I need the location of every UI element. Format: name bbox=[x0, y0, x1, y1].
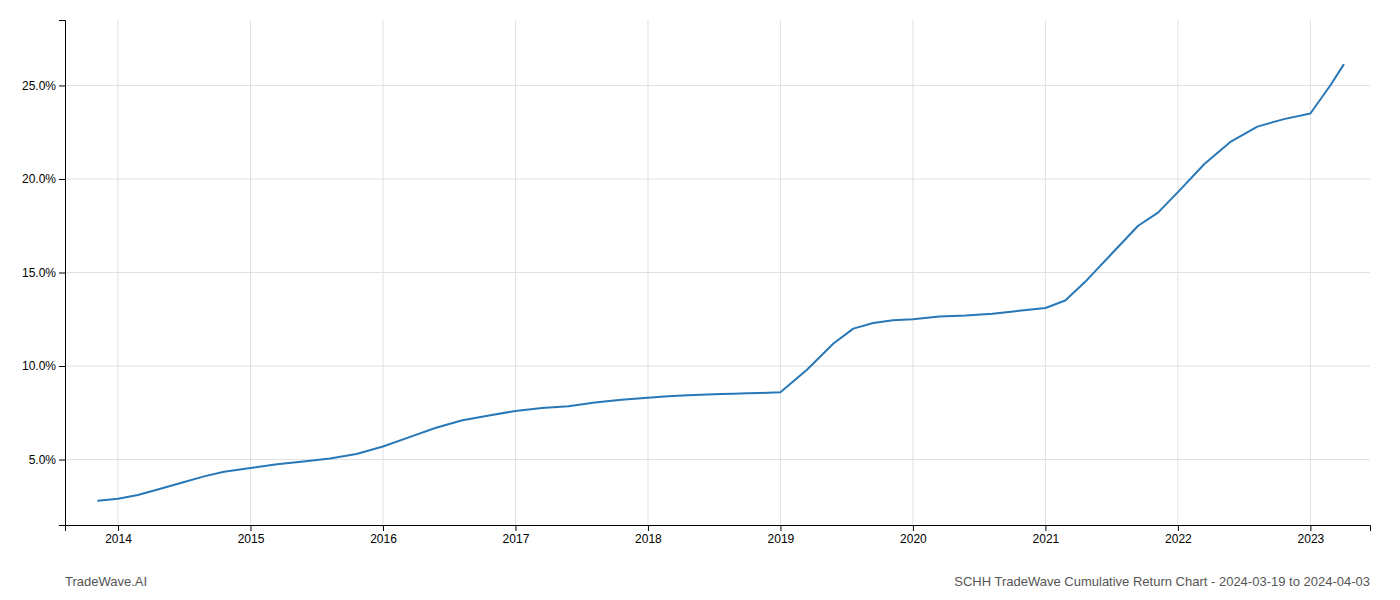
tick-mark bbox=[1178, 525, 1179, 531]
tick-label: 2021 bbox=[1033, 532, 1060, 546]
tick-label: 5.0% bbox=[29, 453, 57, 467]
tick-mark bbox=[59, 179, 65, 180]
axis-line bbox=[59, 21, 66, 526]
grid-line bbox=[65, 459, 1370, 460]
tick-label: 2022 bbox=[1165, 532, 1192, 546]
tick-mark bbox=[383, 525, 384, 531]
tick-label: 15.0% bbox=[22, 266, 56, 280]
tick-mark bbox=[648, 525, 649, 531]
tick-mark bbox=[780, 525, 781, 531]
tick: 2015 bbox=[238, 525, 265, 546]
tick: 2019 bbox=[768, 525, 795, 546]
tick-label: 2018 bbox=[635, 532, 662, 546]
tick: 5.0% bbox=[29, 453, 65, 467]
tick: 2020 bbox=[900, 525, 927, 546]
tick-mark bbox=[59, 366, 65, 367]
tick-label: 2014 bbox=[105, 532, 132, 546]
tick: 2023 bbox=[1298, 525, 1325, 546]
tick-mark bbox=[913, 525, 914, 531]
tick: 2018 bbox=[635, 525, 662, 546]
grid-line bbox=[65, 85, 1370, 86]
tick: 20.0% bbox=[22, 172, 65, 186]
watermark: TradeWave.AI bbox=[65, 574, 147, 589]
plot-area: 2014 2015 2016 2017 2018 2019 2020 2021 2022 2023… bbox=[22, 20, 1371, 546]
y-axis: 5.0% 10.0% 15.0% 20.0% 25.0% bbox=[22, 21, 66, 526]
tick-label: 2016 bbox=[370, 532, 397, 546]
tick-label: 20.0% bbox=[22, 172, 56, 186]
marks bbox=[98, 65, 1343, 501]
tick: 2022 bbox=[1165, 525, 1192, 546]
tick: 2021 bbox=[1033, 525, 1060, 546]
tick-mark bbox=[118, 525, 119, 531]
title: SCHH TradeWave Cumulative Return Chart -… bbox=[954, 574, 1370, 589]
grid bbox=[65, 20, 1370, 525]
chart: 2014 2015 2016 2017 2018 2019 2020 2021 2022 2023… bbox=[0, 0, 1400, 600]
tick-label: 2019 bbox=[768, 532, 795, 546]
tick: 2017 bbox=[503, 525, 530, 546]
grid-line bbox=[65, 366, 1370, 367]
tick-label: 10.0% bbox=[22, 359, 56, 373]
tick-mark bbox=[1310, 525, 1311, 531]
tick-mark bbox=[59, 85, 65, 86]
tick: 2016 bbox=[370, 525, 397, 546]
tick-mark bbox=[59, 273, 65, 274]
tick: 15.0% bbox=[22, 266, 65, 280]
tick-mark bbox=[59, 460, 65, 461]
x-axis: 2014 2015 2016 2017 2018 2019 2020 2021 2022 2023 bbox=[66, 525, 1371, 546]
grid-line bbox=[65, 178, 1370, 179]
tick-label: 2020 bbox=[900, 532, 927, 546]
grid-line bbox=[65, 272, 1370, 273]
tick-label: 2017 bbox=[503, 532, 530, 546]
tick: 25.0% bbox=[22, 79, 65, 93]
tick-mark bbox=[1045, 525, 1046, 531]
tick-label: 25.0% bbox=[22, 79, 56, 93]
tick-label: 2023 bbox=[1298, 532, 1325, 546]
tick-label: 2015 bbox=[238, 532, 265, 546]
tick-mark bbox=[250, 525, 251, 531]
line bbox=[98, 65, 1343, 501]
tick-mark bbox=[515, 525, 516, 531]
axis-line bbox=[66, 526, 1371, 532]
tick: 2014 bbox=[105, 525, 132, 546]
tick: 10.0% bbox=[22, 359, 65, 373]
